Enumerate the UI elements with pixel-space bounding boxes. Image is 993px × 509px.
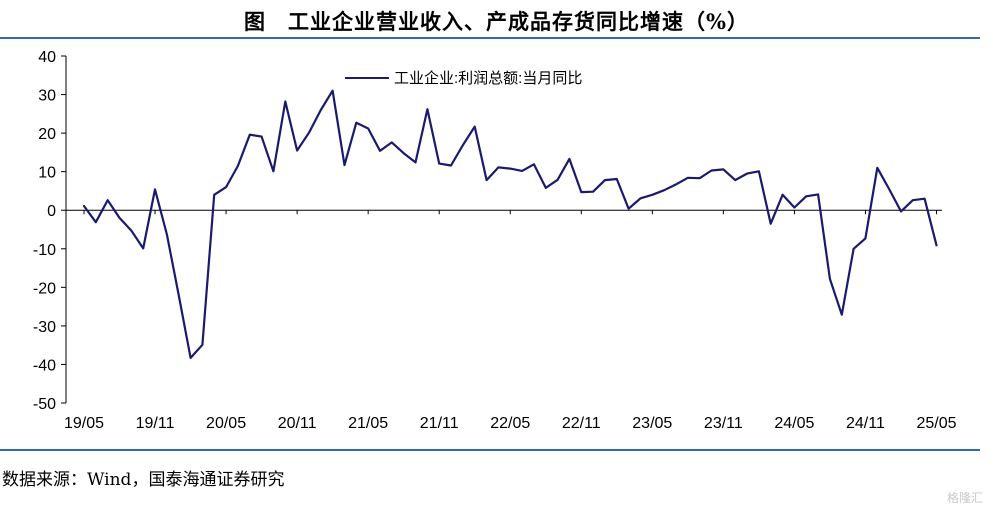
- y-tick-label: 20: [38, 126, 56, 143]
- x-tick-label: 25/05: [916, 415, 956, 432]
- x-tick-label: 21/05: [348, 415, 388, 432]
- legend-label: 工业企业:利润总额:当月同比: [394, 69, 582, 87]
- y-tick-label: 0: [47, 203, 56, 220]
- series-layer: [82, 89, 938, 359]
- y-tick-label: -30: [33, 319, 56, 336]
- x-tick-label: 23/11: [704, 415, 743, 432]
- y-tick-label: 30: [38, 88, 56, 105]
- x-tick-label: 21/11: [420, 415, 459, 432]
- x-tick-label: 24/11: [846, 415, 885, 432]
- figure-title: 图 工业企业营业收入、产成品存货同比增速（%）: [244, 9, 749, 34]
- x-tick-label: 22/05: [490, 415, 530, 432]
- y-axis: 40 30 20 10 0 -10 -20 -30 -40 -50: [33, 49, 67, 413]
- legend: 工业企业:利润总额:当月同比: [345, 69, 582, 87]
- x-tick-label: 20/05: [206, 415, 246, 432]
- y-tick-label: -40: [33, 357, 56, 374]
- top-rule: [0, 37, 980, 39]
- x-tick-label: 23/05: [632, 415, 672, 432]
- line-chart: 40 30 20 10 0 -10 -20 -30 -40 -50 19/05 19/11 20/05…: [33, 49, 957, 432]
- x-axis: 19/05 19/11 20/05 20/11 21/05 21/11 22/05 22/11…: [64, 209, 957, 432]
- source-note: 数据来源：Wind，国泰海通证券研究: [2, 470, 285, 490]
- series-line-1: [82, 89, 938, 359]
- watermark: 格隆汇: [946, 491, 983, 505]
- y-tick-label: -50: [33, 396, 56, 413]
- x-tick-label: 20/11: [278, 415, 317, 432]
- x-tick-label: 19/05: [64, 415, 104, 432]
- y-tick-label: -10: [33, 242, 56, 259]
- y-tick-label: 10: [38, 165, 56, 182]
- y-tick-label: 40: [38, 49, 56, 66]
- x-tick-label: 24/05: [774, 415, 814, 432]
- y-tick-label: -20: [33, 280, 56, 297]
- x-tick-label: 22/11: [562, 415, 601, 432]
- bottom-rule: [0, 449, 980, 451]
- x-tick-label: 19/11: [136, 415, 175, 432]
